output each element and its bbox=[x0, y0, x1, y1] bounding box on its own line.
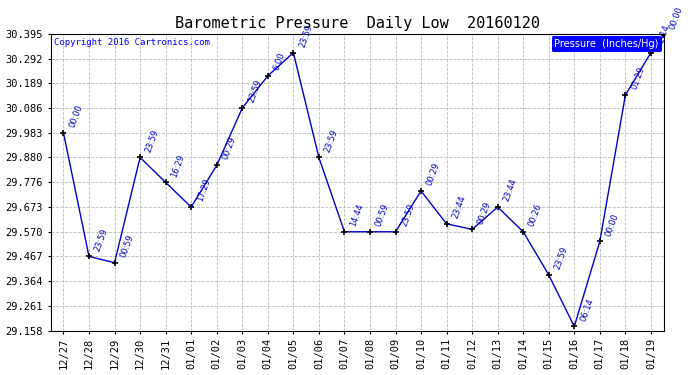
Text: 00:59: 00:59 bbox=[119, 233, 135, 258]
Text: 17:29: 17:29 bbox=[195, 177, 212, 203]
Text: 23:44: 23:44 bbox=[502, 177, 518, 203]
Text: 23:59: 23:59 bbox=[144, 128, 161, 153]
Text: 00:29: 00:29 bbox=[425, 162, 442, 187]
Text: 23:59: 23:59 bbox=[323, 128, 339, 153]
Text: 06:14: 06:14 bbox=[578, 297, 595, 322]
Text: 00:29: 00:29 bbox=[476, 200, 493, 225]
Text: 23:59: 23:59 bbox=[246, 78, 263, 104]
Text: 00:00: 00:00 bbox=[68, 103, 84, 129]
Text: Copyright 2016 Cartronics.com: Copyright 2016 Cartronics.com bbox=[54, 38, 210, 47]
Text: 01:14: 01:14 bbox=[655, 23, 671, 48]
Legend: Pressure  (Inches/Hg): Pressure (Inches/Hg) bbox=[551, 36, 662, 52]
Title: Barometric Pressure  Daily Low  20160120: Barometric Pressure Daily Low 20160120 bbox=[175, 16, 540, 32]
Text: 16:29: 16:29 bbox=[170, 153, 186, 178]
Text: 00:00: 00:00 bbox=[604, 212, 620, 237]
Text: 23:59: 23:59 bbox=[553, 245, 569, 271]
Text: 14:44: 14:44 bbox=[348, 202, 365, 228]
Text: 23:44: 23:44 bbox=[451, 194, 467, 220]
Text: 01:29: 01:29 bbox=[629, 66, 646, 91]
Text: 00:00: 00:00 bbox=[668, 6, 684, 31]
Text: 6:00: 6:00 bbox=[272, 51, 287, 72]
Text: 23:59: 23:59 bbox=[400, 202, 416, 228]
Text: 23:59: 23:59 bbox=[297, 23, 314, 48]
Text: 00:59: 00:59 bbox=[374, 202, 391, 228]
Text: 23:59: 23:59 bbox=[93, 227, 110, 252]
Text: 00:26: 00:26 bbox=[527, 202, 544, 228]
Text: 00:29: 00:29 bbox=[221, 136, 237, 161]
